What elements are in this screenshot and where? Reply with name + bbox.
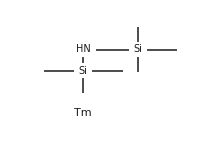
Text: Si: Si bbox=[79, 66, 88, 75]
Text: Si: Si bbox=[134, 45, 142, 54]
FancyBboxPatch shape bbox=[129, 42, 147, 57]
FancyBboxPatch shape bbox=[74, 63, 92, 78]
Text: HN: HN bbox=[76, 45, 91, 54]
Text: Tm: Tm bbox=[74, 108, 92, 117]
FancyBboxPatch shape bbox=[70, 42, 96, 57]
